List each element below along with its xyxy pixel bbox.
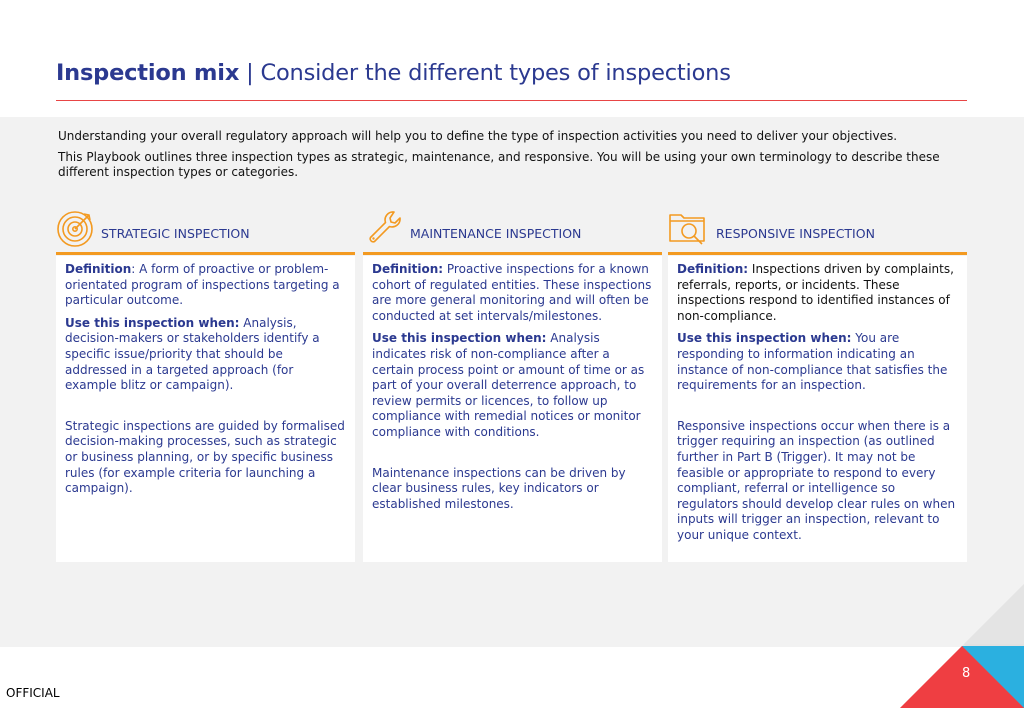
responsive-card-accent — [668, 252, 967, 255]
maintenance-card-accent — [363, 252, 662, 255]
page-title-separator: | — [239, 60, 261, 86]
wrench-icon — [369, 211, 401, 243]
strategic-card-header: STRATEGIC INSPECTION — [56, 205, 355, 255]
title-divider — [56, 100, 967, 101]
responsive-card-label: RESPONSIVE INSPECTION — [716, 226, 875, 241]
intro-paragraph-1: Understanding your overall regulatory ap… — [58, 129, 898, 143]
folder-search-icon — [669, 214, 705, 245]
responsive-note: Responsive inspections occur when there … — [677, 418, 956, 542]
page-number: 8 — [962, 666, 971, 681]
corner-decoration — [900, 584, 1024, 708]
responsive-definition: Definition: Inspections driven by compla… — [677, 262, 954, 323]
target-icon — [57, 211, 93, 247]
maintenance-usage: Use this inspection when: Analysis indic… — [372, 331, 645, 439]
strategic-card-label: STRATEGIC INSPECTION — [101, 226, 250, 241]
strategic-card-accent — [56, 252, 355, 255]
intro-text: Understanding your overall regulatory ap… — [58, 129, 963, 186]
responsive-card-header: RESPONSIVE INSPECTION — [668, 205, 967, 255]
intro-paragraph-2: This Playbook outlines three inspection … — [58, 149, 940, 180]
maintenance-card-header: MAINTENANCE INSPECTION — [363, 205, 662, 255]
strategic-usage: Use this inspection when: Analysis, deci… — [65, 315, 320, 393]
classification-label: OFFICIAL — [6, 686, 60, 700]
strategic-note: Strategic inspections are guided by form… — [65, 418, 345, 496]
maintenance-card-label: MAINTENANCE INSPECTION — [410, 226, 582, 241]
page-title-rest: Consider the different types of inspecti… — [260, 60, 731, 86]
maintenance-note: Maintenance inspections can be driven by… — [372, 465, 626, 511]
strategic-definition: Definition: A form of proactive or probl… — [65, 262, 340, 308]
strategic-card-body: Definition: A form of proactive or probl… — [56, 256, 355, 562]
page-title-strong: Inspection mix — [56, 60, 240, 86]
maintenance-card-body: Definition: Proactive inspections for a … — [363, 256, 662, 562]
page-title: Inspection mix | Consider the different … — [56, 60, 731, 86]
responsive-card-body: Definition: Inspections driven by compla… — [668, 256, 967, 562]
maintenance-definition: Definition: Proactive inspections for a … — [372, 262, 652, 323]
responsive-usage: Use this inspection when: You are respon… — [677, 331, 948, 393]
